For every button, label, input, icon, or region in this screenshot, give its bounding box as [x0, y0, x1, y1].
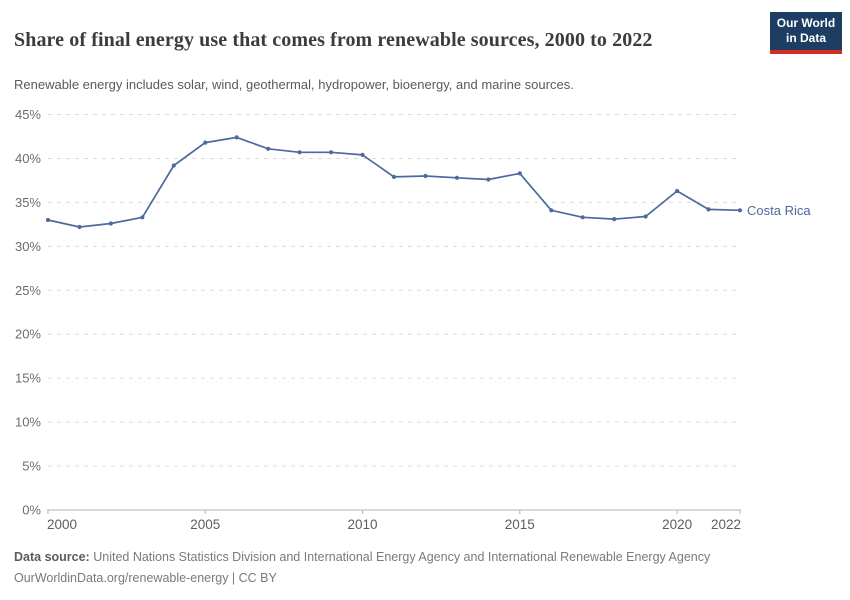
series-line-costa-rica[interactable]	[47, 136, 741, 228]
owid-logo-line1: Our World	[776, 16, 836, 30]
y-tick-label: 20%	[15, 327, 41, 342]
chart-footer: Data source: United Nations Statistics D…	[14, 547, 710, 589]
data-point-costa-rica-2021[interactable]	[706, 207, 711, 212]
data-point-costa-rica-2001[interactable]	[77, 224, 82, 230]
x-tick-label: 2015	[505, 517, 535, 532]
y-tick-label: 30%	[15, 239, 41, 254]
x-tick-label: 2005	[190, 517, 220, 532]
chart-subtitle: Renewable energy includes solar, wind, g…	[14, 77, 574, 92]
data-point-costa-rica-2016[interactable]	[549, 208, 554, 213]
y-tick-label: 45%	[15, 107, 41, 122]
data-point-costa-rica-2011[interactable]	[391, 174, 397, 179]
line-chart-canvas: 0% 5% 10% 15% 20% 25% 30% 35% 40% 45% 2000 2005 2010…	[15, 107, 811, 532]
data-point-costa-rica-2012[interactable]	[423, 173, 428, 179]
license-line: OurWorldinData.org/renewable-energy | CC…	[14, 571, 277, 585]
y-tick-label: 35%	[15, 195, 41, 210]
data-point-costa-rica-2009[interactable]	[329, 150, 334, 155]
data-source-line: Data source: United Nations Statistics D…	[14, 547, 710, 568]
y-tick-label: 40%	[15, 151, 41, 166]
data-point-costa-rica-2020[interactable]	[675, 188, 680, 194]
data-point-costa-rica-2017[interactable]	[580, 215, 585, 220]
y-tick-label: 15%	[15, 371, 41, 386]
data-point-costa-rica-2000[interactable]	[45, 217, 51, 223]
data-point-costa-rica-2002[interactable]	[108, 221, 113, 226]
data-point-costa-rica-2003[interactable]	[140, 215, 145, 220]
chart-title: Share of final energy use that comes fro…	[14, 29, 653, 52]
data-source-label: Data source:	[14, 550, 90, 564]
data-point-costa-rica-2022[interactable]	[737, 208, 743, 213]
data-point-costa-rica-2008[interactable]	[297, 150, 302, 155]
data-point-costa-rica-2006[interactable]	[234, 135, 239, 140]
y-tick-label: 10%	[15, 415, 41, 430]
series-end-label-costa-rica: Costa Rica	[747, 203, 811, 218]
data-point-costa-rica-2014[interactable]	[486, 177, 491, 182]
data-point-costa-rica-2015[interactable]	[517, 171, 522, 176]
data-point-costa-rica-2018[interactable]	[612, 217, 617, 222]
x-tick-label: 2010	[348, 517, 378, 532]
owid-logo-line2: in Data	[785, 31, 826, 45]
owid-logo[interactable]: Our World in Data	[770, 12, 842, 54]
y-tick-label: 0%	[22, 503, 41, 518]
data-point-costa-rica-2010[interactable]	[360, 152, 365, 157]
data-source-text: United Nations Statistics Division and I…	[93, 550, 711, 564]
y-tick-label: 5%	[22, 459, 41, 474]
data-point-costa-rica-2013[interactable]	[454, 175, 459, 180]
y-tick-label: 25%	[15, 283, 41, 298]
x-tick-label: 2022	[711, 517, 741, 532]
x-tick-label: 2020	[662, 517, 692, 532]
x-tick-label: 2000	[47, 517, 77, 532]
data-point-costa-rica-2005[interactable]	[203, 140, 208, 145]
data-point-costa-rica-2004[interactable]	[171, 163, 176, 168]
data-point-costa-rica-2007[interactable]	[266, 146, 271, 151]
data-point-costa-rica-2019[interactable]	[643, 214, 648, 219]
